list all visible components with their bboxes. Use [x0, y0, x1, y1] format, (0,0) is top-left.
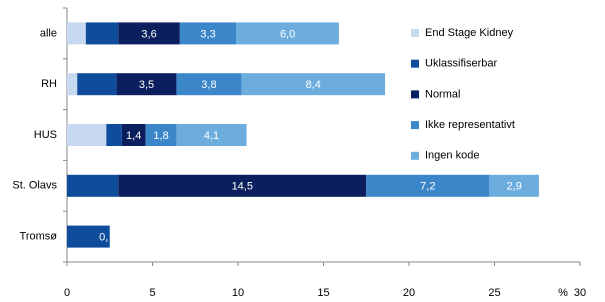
bar-segment — [118, 174, 367, 197]
legend-label: Uklassifiserbar — [425, 58, 497, 70]
value-label: 4,1 — [204, 130, 219, 142]
y-tick-label: HUS — [34, 129, 57, 141]
value-label: 2,9 — [507, 181, 522, 193]
bar-segment — [118, 22, 180, 45]
bar-segment — [176, 73, 242, 96]
bar-segment — [489, 174, 539, 197]
x-tick-label: 10 — [232, 287, 244, 299]
value-label: 6,0 — [280, 28, 295, 40]
value-label: 8,4 — [306, 79, 321, 91]
x-axis-label: % — [558, 287, 568, 299]
legend-swatch — [411, 90, 419, 99]
bar-segment — [241, 73, 386, 96]
bar-segment — [85, 22, 119, 45]
x-tick-label: 0 — [64, 287, 70, 299]
value-label: 3,6 — [141, 28, 156, 40]
bar-segment — [145, 124, 177, 146]
bar-segment — [67, 73, 78, 96]
y-tick-label: RH — [41, 78, 57, 90]
bar-segment — [67, 174, 119, 197]
value-label: 3,5 — [139, 79, 154, 91]
bar-segment — [106, 124, 122, 146]
legend-swatch — [411, 29, 419, 37]
value-label: 1,8 — [153, 130, 168, 142]
bar-segment — [121, 124, 146, 146]
x-tick-label: 20 — [403, 287, 415, 299]
legend-label: Ikke representativt — [425, 119, 515, 131]
legend-swatch — [411, 151, 419, 160]
legend-swatch — [411, 59, 419, 68]
bar-segment — [67, 124, 107, 146]
value-label: 1,4 — [126, 130, 141, 142]
x-tick-label: 25 — [488, 287, 500, 299]
x-tick-label: 30 — [574, 287, 586, 299]
y-tick-label: Tromsø — [20, 231, 58, 243]
value-label: 0, — [99, 232, 108, 244]
value-label: 3,8 — [201, 79, 216, 91]
y-tick-label: alle — [40, 27, 57, 39]
legend-label: End Stage Kidney — [425, 27, 514, 39]
value-label: 14,5 — [232, 181, 253, 193]
y-tick-label: St. Olavs — [12, 180, 57, 192]
bar-segment — [366, 174, 490, 197]
bar-segment — [77, 73, 117, 96]
x-tick-label: 5 — [149, 287, 155, 299]
legend-swatch — [411, 121, 419, 130]
legend-label: Ingen kode — [425, 150, 479, 162]
bar-segment — [67, 22, 86, 45]
value-label: 7,2 — [420, 181, 435, 193]
bar-segment — [176, 124, 247, 146]
bar-segment — [67, 225, 110, 248]
bar-segment — [236, 22, 339, 45]
value-label: 3,3 — [200, 28, 215, 40]
legend-label: Normal — [425, 88, 460, 100]
x-tick-label: 15 — [317, 287, 329, 299]
bar-segment — [116, 73, 177, 96]
bar-segment — [179, 22, 237, 45]
